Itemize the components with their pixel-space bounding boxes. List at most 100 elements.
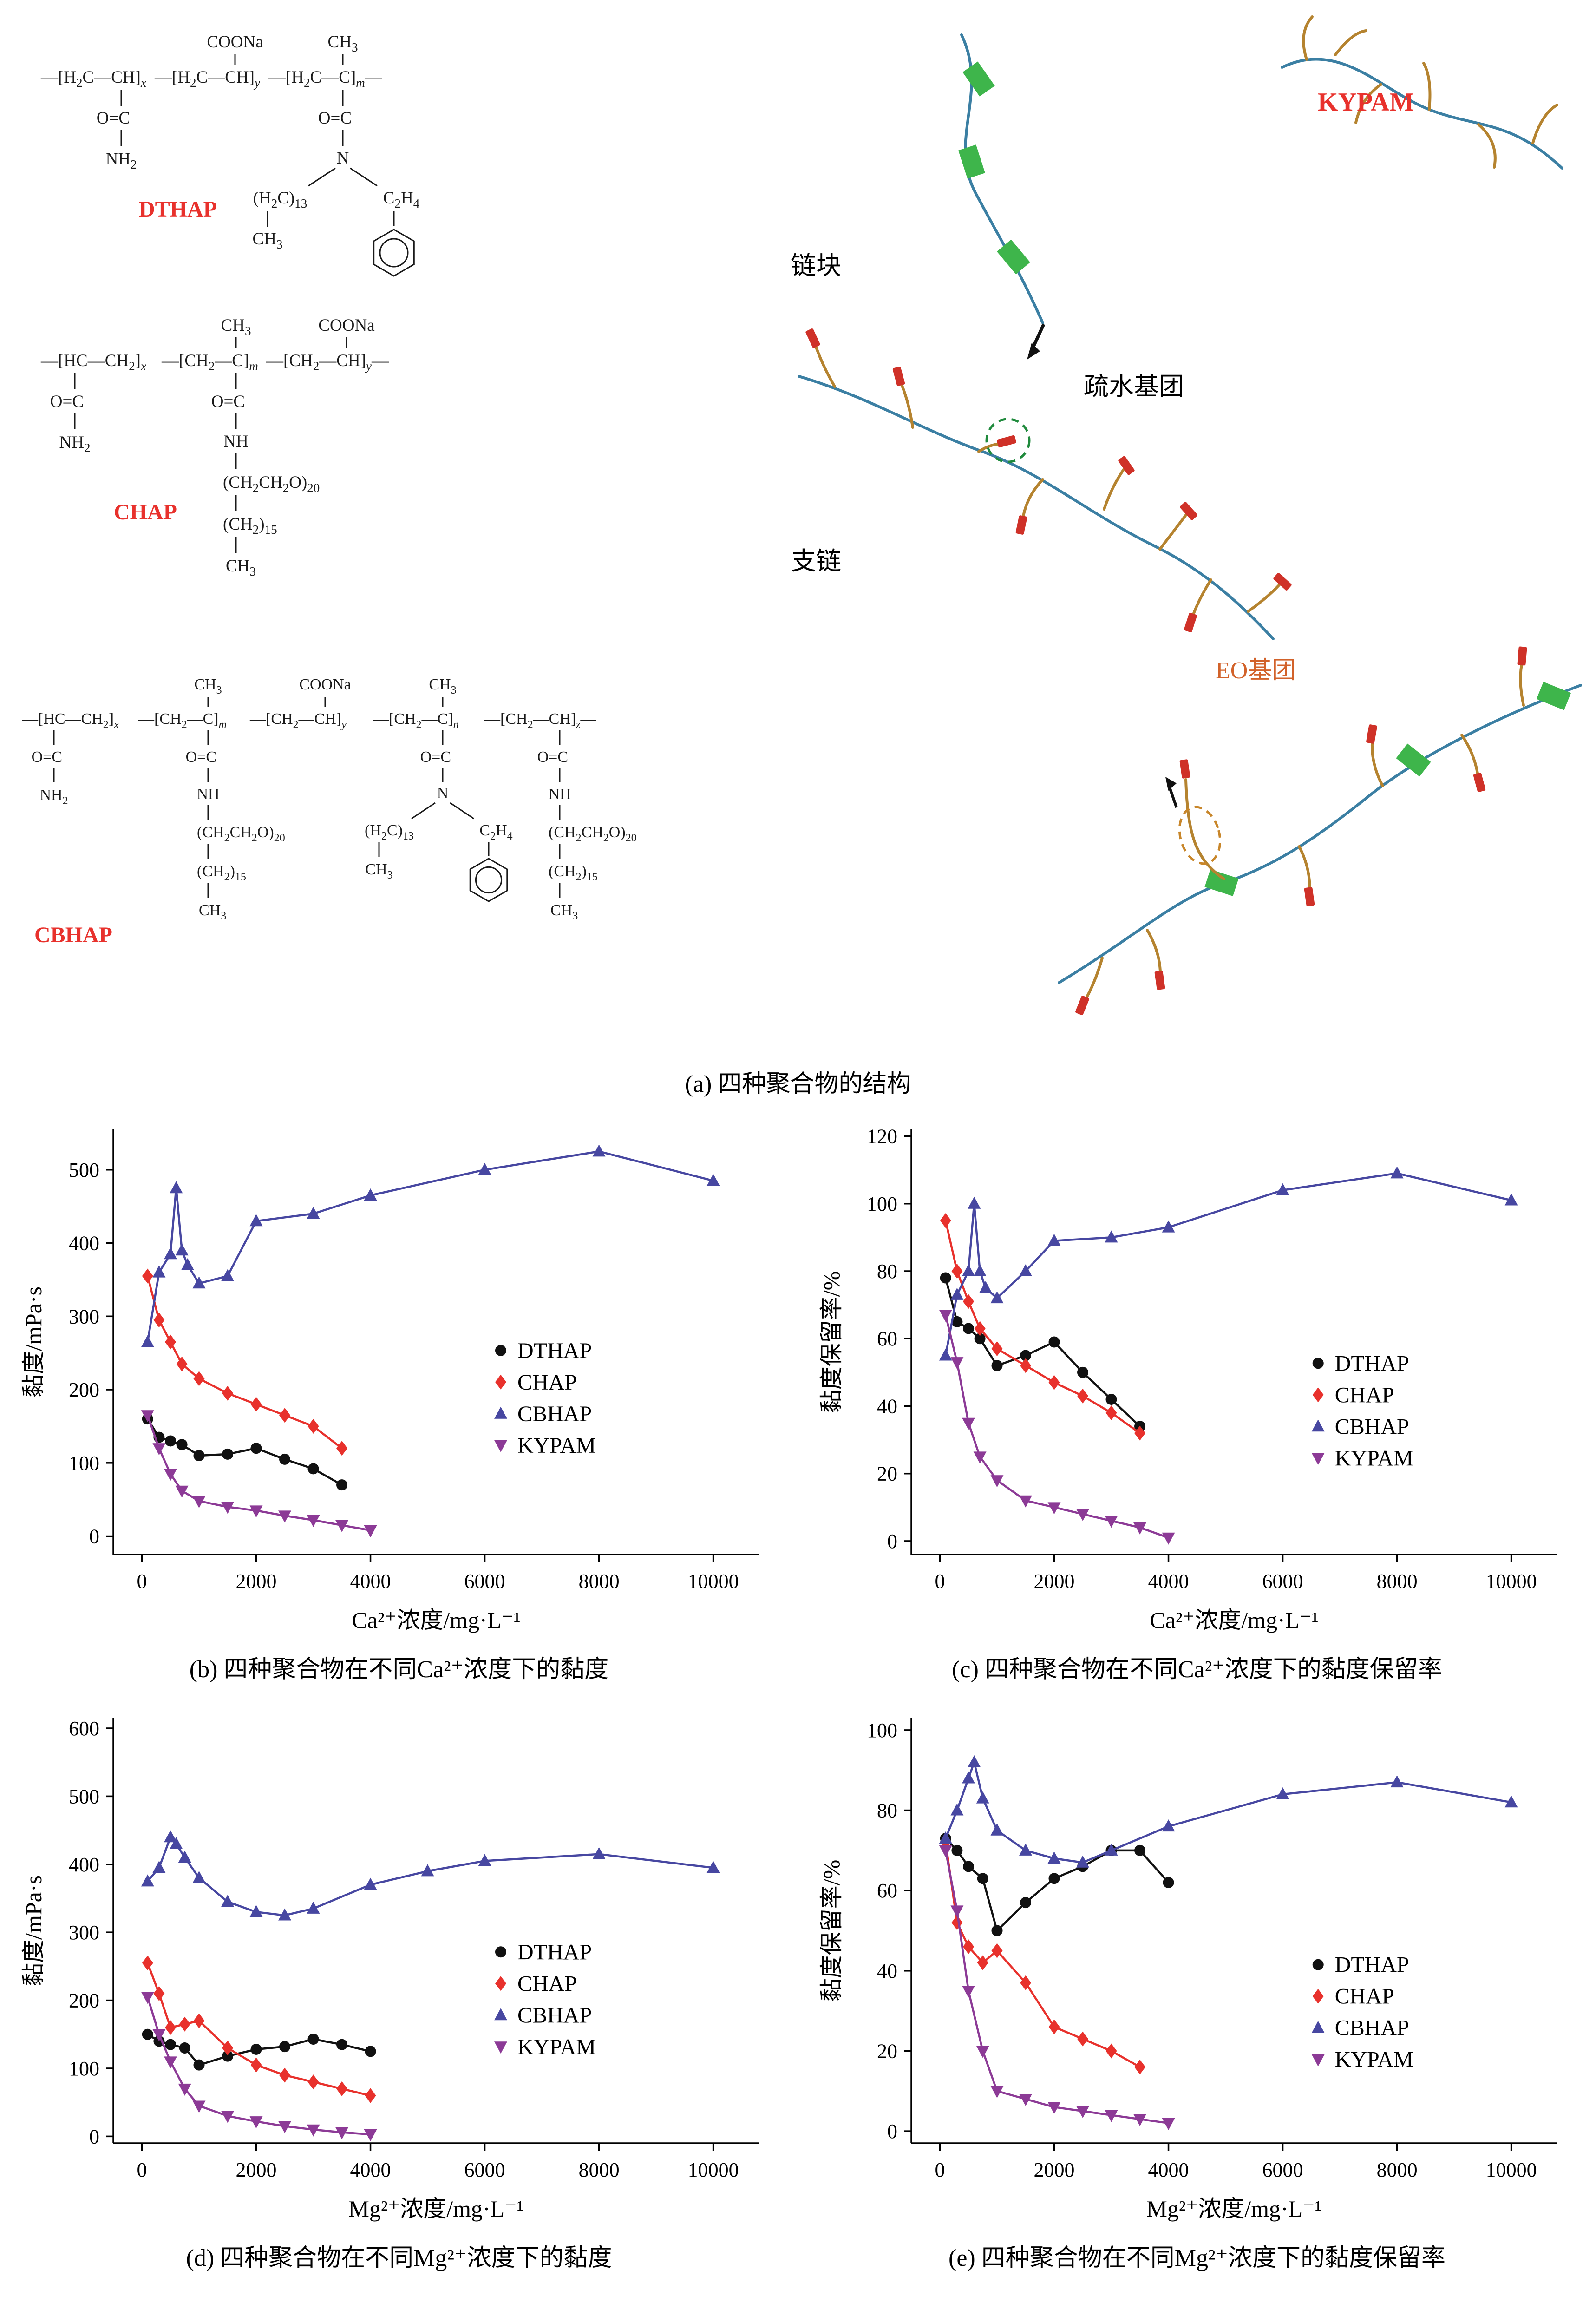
svg-text:O=C: O=C	[50, 392, 84, 411]
arrow-icon	[1165, 777, 1177, 791]
svg-text:—[CH2—C]n: —[CH2—C]n	[373, 710, 459, 731]
svg-text:CBHAP: CBHAP	[1335, 2016, 1409, 2041]
svg-text:CH3: CH3	[221, 316, 251, 338]
svg-text:COONa: COONa	[318, 316, 374, 335]
svg-text:DTHAP: DTHAP	[1335, 1351, 1409, 1376]
charts-grid: 0 100 200 300 400 500 0 2000 4000 6000 8000 10000 黏度…	[0, 1106, 1596, 2273]
svg-text:—[CH2—C]m: —[CH2—C]m	[161, 351, 258, 373]
tick-labels: 0 20 40 60 80 100 120 0 2000 4000 6000 8000 10000	[867, 1125, 1537, 1593]
tick-labels: 0 100 200 300 400 500 0 2000 4000 6000 8000 10000	[69, 1159, 739, 1593]
svg-text:NH2: NH2	[106, 150, 137, 171]
svg-text:—[CH2—CH]z—: —[CH2—CH]z—	[484, 710, 596, 731]
svg-text:NH: NH	[223, 432, 248, 451]
svg-text:CBHAP: CBHAP	[34, 923, 112, 947]
svg-text:NH: NH	[196, 786, 219, 803]
svg-text:CH3: CH3	[199, 902, 226, 922]
svg-text:O=C: O=C	[537, 748, 568, 766]
svg-text:CH3: CH3	[550, 902, 578, 922]
svg-text:CH3: CH3	[365, 861, 392, 881]
chart-c-plot: 0 20 40 60 80 100 120 0 2000 4000 6000 8000 10000 黏度保…	[818, 1125, 1557, 1633]
chart-b: 0 100 200 300 400 500 0 2000 4000 6000 8000 10000 黏度…	[0, 1109, 798, 1684]
svg-text:(CH2CH2O)20: (CH2CH2O)20	[549, 824, 637, 844]
svg-text:—[CH2—CH]y: —[CH2—CH]y	[249, 710, 347, 731]
legend: DTHAP CHAP CBHAP KYPAM	[1311, 1351, 1413, 1470]
svg-text:O=C: O=C	[32, 748, 62, 766]
svg-text:(CH2)15: (CH2)15	[223, 515, 277, 537]
svg-text:CBHAP: CBHAP	[1335, 1414, 1409, 1439]
series-CBHAP	[141, 1830, 720, 1921]
svg-text:10000: 10000	[688, 2159, 739, 2181]
svg-text:500: 500	[69, 1785, 99, 1808]
svg-text:100: 100	[867, 1719, 897, 1742]
svg-text:0: 0	[89, 2125, 99, 2148]
svg-text:CH3: CH3	[253, 230, 283, 251]
svg-text:COONa: COONa	[207, 33, 263, 52]
svg-text:CH3: CH3	[429, 676, 456, 696]
x-axis-label: Ca²⁺浓度/mg·L⁻¹	[1150, 1607, 1318, 1633]
chain-block-marker	[997, 239, 1030, 275]
svg-text:60: 60	[877, 1879, 897, 1902]
caption-e: (e) 四种聚合物在不同Mg²⁺浓度下的黏度保留率	[948, 2245, 1446, 2271]
axes	[106, 1718, 759, 2151]
svg-text:4000: 4000	[350, 1570, 391, 1593]
svg-text:4000: 4000	[350, 2159, 391, 2181]
series-CBHAP	[939, 1755, 1518, 1868]
legend: DTHAP CHAP CBHAP KYPAM	[494, 1940, 596, 2059]
series-DTHAP	[142, 2028, 376, 2071]
svg-text:8000: 8000	[579, 2159, 620, 2181]
chart-c: 0 20 40 60 80 100 120 0 2000 4000 6000 8000 10000 黏度保…	[798, 1109, 1596, 1684]
structure-cbhap: —[HC—CH2]x —[CH2—C]m —[CH2—CH]y —[CH2—C]n —[…	[22, 676, 637, 947]
svg-text:6000: 6000	[1262, 2159, 1303, 2181]
svg-text:6000: 6000	[464, 2159, 505, 2181]
svg-text:DTHAP: DTHAP	[517, 1940, 592, 1964]
svg-text:CHAP: CHAP	[1335, 1984, 1394, 2009]
svg-text:CBHAP: CBHAP	[517, 1402, 592, 1426]
svg-text:2000: 2000	[1034, 2159, 1075, 2181]
y-axis-label: 黏度/mPa·s	[20, 1875, 46, 1986]
svg-text:—[H2C—CH]y: —[H2C—CH]y	[154, 68, 260, 90]
svg-text:—[CH2—CH]y—: —[CH2—CH]y—	[266, 351, 389, 373]
svg-text:8000: 8000	[1377, 1570, 1418, 1593]
svg-text:DTHAP: DTHAP	[517, 1339, 592, 1363]
svg-text:DTHAP: DTHAP	[1335, 1953, 1409, 1977]
chain-block-marker	[1396, 743, 1431, 777]
structure-dthap: —[H2C—CH]x —[H2C—CH]y —[H2C—C]m— COONa CH3 O=…	[40, 33, 420, 277]
svg-text:C2H4: C2H4	[479, 822, 512, 842]
series-CHAP	[940, 1213, 1146, 1441]
svg-text:10000: 10000	[1486, 2159, 1537, 2181]
axes	[904, 1129, 1557, 1562]
svg-text:C2H4: C2H4	[383, 189, 420, 210]
x-axis-label: Mg²⁺浓度/mg·L⁻¹	[348, 2196, 523, 2222]
structure-chap: —[HC—CH2]x —[CH2—C]m —[CH2—CH]y— CH3 COONa O=…	[40, 316, 389, 578]
svg-text:—[H2C—C]m—: —[H2C—C]m—	[268, 68, 383, 90]
caption-d: (d) 四种聚合物在不同Mg²⁺浓度下的黏度	[186, 2245, 612, 2271]
svg-text:20: 20	[877, 1463, 897, 1485]
svg-text:4000: 4000	[1148, 1570, 1189, 1593]
svg-text:0: 0	[887, 1530, 897, 1553]
svg-text:O=C: O=C	[186, 748, 216, 766]
svg-text:2000: 2000	[236, 1570, 277, 1593]
chart-e-plot: 0 20 40 60 80 100 0 2000 4000 6000 8000 10000 黏度保留率/…	[818, 1718, 1557, 2222]
svg-text:(H2C)13: (H2C)13	[253, 189, 307, 210]
svg-text:DTHAP: DTHAP	[139, 197, 217, 222]
series-DTHAP	[940, 1272, 1146, 1432]
series-KYPAM	[939, 1845, 1175, 2130]
svg-text:(H2C)13: (H2C)13	[365, 822, 414, 842]
svg-text:4000: 4000	[1148, 2159, 1189, 2181]
svg-text:10000: 10000	[688, 1570, 739, 1593]
svg-text:80: 80	[877, 1260, 897, 1283]
svg-text:KYPAM: KYPAM	[517, 1433, 596, 1458]
svg-text:0: 0	[89, 1525, 99, 1548]
svg-text:COONa: COONa	[299, 676, 351, 693]
x-axis-label: Mg²⁺浓度/mg·L⁻¹	[1146, 2196, 1321, 2222]
svg-text:O=C: O=C	[97, 109, 130, 128]
series-KYPAM	[939, 1310, 1175, 1545]
axes	[106, 1129, 759, 1562]
svg-text:40: 40	[877, 1395, 897, 1417]
chain-block-marker	[958, 144, 985, 179]
svg-text:(CH2)15: (CH2)15	[549, 863, 598, 883]
svg-text:O=C: O=C	[420, 748, 451, 766]
label-chain-block: 链块	[791, 252, 841, 280]
svg-text:—[HC—CH2]x: —[HC—CH2]x	[40, 351, 146, 373]
